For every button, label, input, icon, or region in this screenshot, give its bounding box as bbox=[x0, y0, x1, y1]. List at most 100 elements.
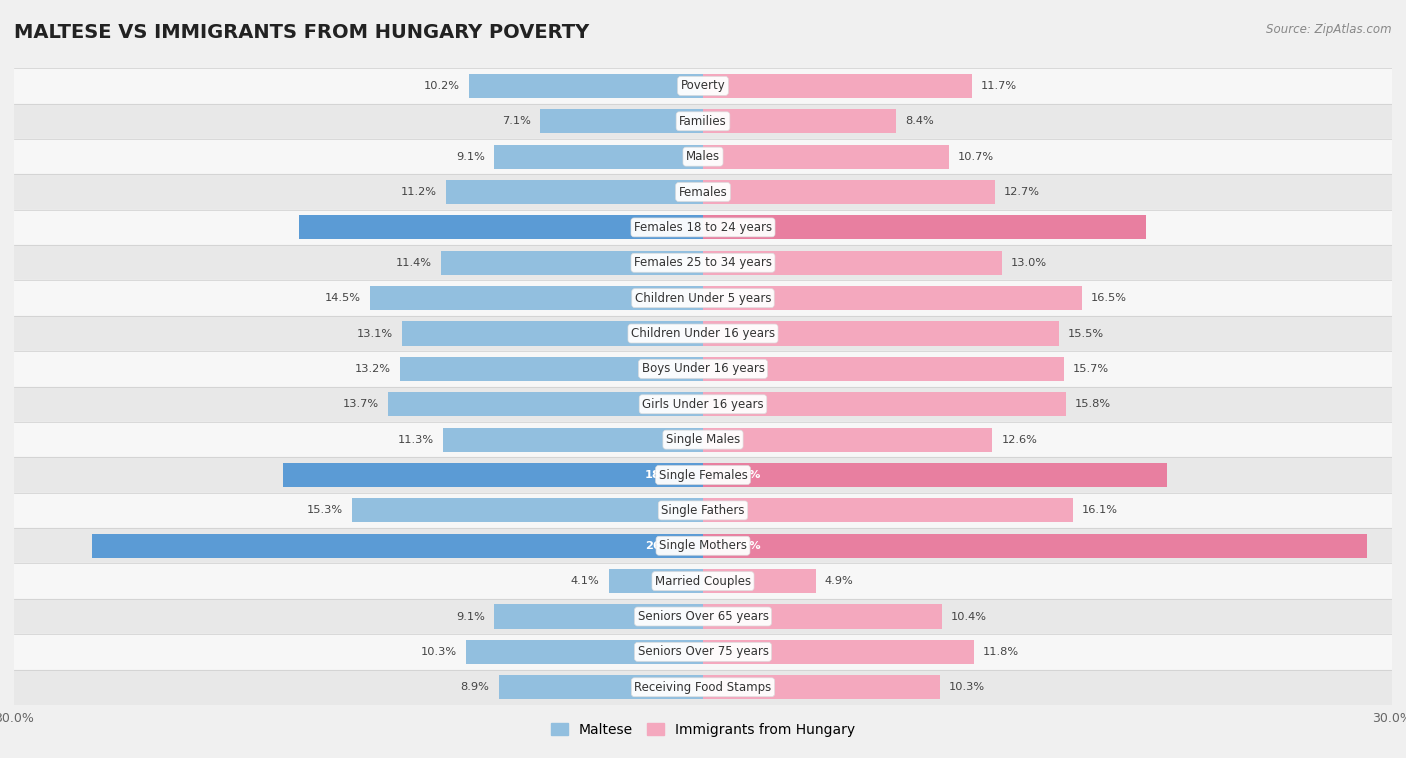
Text: Seniors Over 75 years: Seniors Over 75 years bbox=[637, 645, 769, 659]
Text: 9.1%: 9.1% bbox=[456, 612, 485, 622]
Bar bbox=[703, 463, 1167, 487]
Text: 8.4%: 8.4% bbox=[905, 116, 934, 127]
Text: 12.7%: 12.7% bbox=[1004, 187, 1040, 197]
Bar bbox=[0, 599, 1406, 634]
Bar bbox=[703, 215, 1146, 240]
Text: Females 18 to 24 years: Females 18 to 24 years bbox=[634, 221, 772, 234]
Bar bbox=[0, 245, 1406, 280]
Bar bbox=[0, 316, 1406, 351]
Bar bbox=[283, 463, 703, 487]
Bar bbox=[609, 569, 703, 594]
Text: Single Females: Single Females bbox=[658, 468, 748, 481]
Text: Children Under 5 years: Children Under 5 years bbox=[634, 292, 772, 305]
Text: 19.3%: 19.3% bbox=[721, 222, 761, 233]
Bar bbox=[0, 68, 1406, 104]
Bar bbox=[468, 74, 703, 98]
Bar bbox=[540, 109, 703, 133]
Text: 10.7%: 10.7% bbox=[957, 152, 994, 161]
Text: 11.4%: 11.4% bbox=[396, 258, 432, 268]
Text: Families: Families bbox=[679, 114, 727, 128]
Text: 11.3%: 11.3% bbox=[398, 434, 434, 445]
Text: 4.9%: 4.9% bbox=[825, 576, 853, 586]
Bar bbox=[703, 357, 1063, 381]
Bar bbox=[703, 675, 939, 700]
Text: Single Fathers: Single Fathers bbox=[661, 504, 745, 517]
Text: 11.2%: 11.2% bbox=[401, 187, 437, 197]
Bar bbox=[703, 640, 974, 664]
Text: Source: ZipAtlas.com: Source: ZipAtlas.com bbox=[1267, 23, 1392, 36]
Bar bbox=[93, 534, 703, 558]
Text: Seniors Over 65 years: Seniors Over 65 years bbox=[637, 610, 769, 623]
Text: 10.3%: 10.3% bbox=[422, 647, 457, 657]
Bar bbox=[299, 215, 703, 240]
Text: 10.3%: 10.3% bbox=[949, 682, 984, 692]
Bar bbox=[0, 210, 1406, 245]
Text: Children Under 16 years: Children Under 16 years bbox=[631, 327, 775, 340]
Text: 12.6%: 12.6% bbox=[1001, 434, 1038, 445]
Bar bbox=[467, 640, 703, 664]
Bar bbox=[703, 321, 1059, 346]
Bar bbox=[703, 604, 942, 628]
Text: 26.6%: 26.6% bbox=[645, 540, 685, 551]
Bar bbox=[703, 74, 972, 98]
Bar bbox=[499, 675, 703, 700]
Bar bbox=[0, 422, 1406, 457]
Bar bbox=[0, 634, 1406, 669]
Text: 15.5%: 15.5% bbox=[1069, 328, 1104, 339]
Bar bbox=[388, 392, 703, 416]
Bar bbox=[352, 498, 703, 522]
Bar bbox=[703, 251, 1001, 275]
Text: 13.1%: 13.1% bbox=[357, 328, 392, 339]
Bar bbox=[703, 534, 1367, 558]
Text: 15.3%: 15.3% bbox=[307, 506, 343, 515]
Bar bbox=[703, 286, 1083, 310]
Text: 17.6%: 17.6% bbox=[645, 222, 685, 233]
Text: 13.0%: 13.0% bbox=[1011, 258, 1047, 268]
Bar bbox=[494, 145, 703, 169]
Text: Poverty: Poverty bbox=[681, 80, 725, 92]
Bar bbox=[446, 180, 703, 204]
Text: 20.2%: 20.2% bbox=[721, 470, 761, 480]
Text: 13.2%: 13.2% bbox=[354, 364, 391, 374]
Text: Males: Males bbox=[686, 150, 720, 163]
Text: MALTESE VS IMMIGRANTS FROM HUNGARY POVERTY: MALTESE VS IMMIGRANTS FROM HUNGARY POVER… bbox=[14, 23, 589, 42]
Bar bbox=[703, 392, 1066, 416]
Text: 11.8%: 11.8% bbox=[983, 647, 1019, 657]
Bar bbox=[703, 428, 993, 452]
Text: 8.9%: 8.9% bbox=[461, 682, 489, 692]
Text: 15.8%: 15.8% bbox=[1076, 399, 1111, 409]
Bar bbox=[0, 280, 1406, 316]
Bar bbox=[703, 498, 1073, 522]
Bar bbox=[0, 563, 1406, 599]
Bar bbox=[0, 174, 1406, 210]
Text: 14.5%: 14.5% bbox=[325, 293, 361, 303]
Text: Females: Females bbox=[679, 186, 727, 199]
Text: 4.1%: 4.1% bbox=[571, 576, 599, 586]
Text: Married Couples: Married Couples bbox=[655, 575, 751, 587]
Text: 10.4%: 10.4% bbox=[950, 612, 987, 622]
Bar bbox=[0, 139, 1406, 174]
Bar bbox=[703, 569, 815, 594]
Text: 10.2%: 10.2% bbox=[423, 81, 460, 91]
Text: Single Males: Single Males bbox=[666, 433, 740, 446]
Bar bbox=[443, 428, 703, 452]
Text: 28.9%: 28.9% bbox=[721, 540, 761, 551]
Bar bbox=[0, 457, 1406, 493]
Legend: Maltese, Immigrants from Hungary: Maltese, Immigrants from Hungary bbox=[546, 718, 860, 743]
Text: Girls Under 16 years: Girls Under 16 years bbox=[643, 398, 763, 411]
Bar bbox=[370, 286, 703, 310]
Text: 16.1%: 16.1% bbox=[1083, 506, 1118, 515]
Text: Females 25 to 34 years: Females 25 to 34 years bbox=[634, 256, 772, 269]
Text: 18.3%: 18.3% bbox=[645, 470, 685, 480]
Bar bbox=[0, 493, 1406, 528]
Bar bbox=[703, 145, 949, 169]
Text: Single Mothers: Single Mothers bbox=[659, 539, 747, 553]
Bar bbox=[402, 321, 703, 346]
Bar bbox=[0, 104, 1406, 139]
Bar bbox=[0, 669, 1406, 705]
Text: 11.7%: 11.7% bbox=[981, 81, 1017, 91]
Text: 16.5%: 16.5% bbox=[1091, 293, 1128, 303]
Text: 7.1%: 7.1% bbox=[502, 116, 531, 127]
Bar bbox=[0, 528, 1406, 563]
Text: 15.7%: 15.7% bbox=[1073, 364, 1109, 374]
